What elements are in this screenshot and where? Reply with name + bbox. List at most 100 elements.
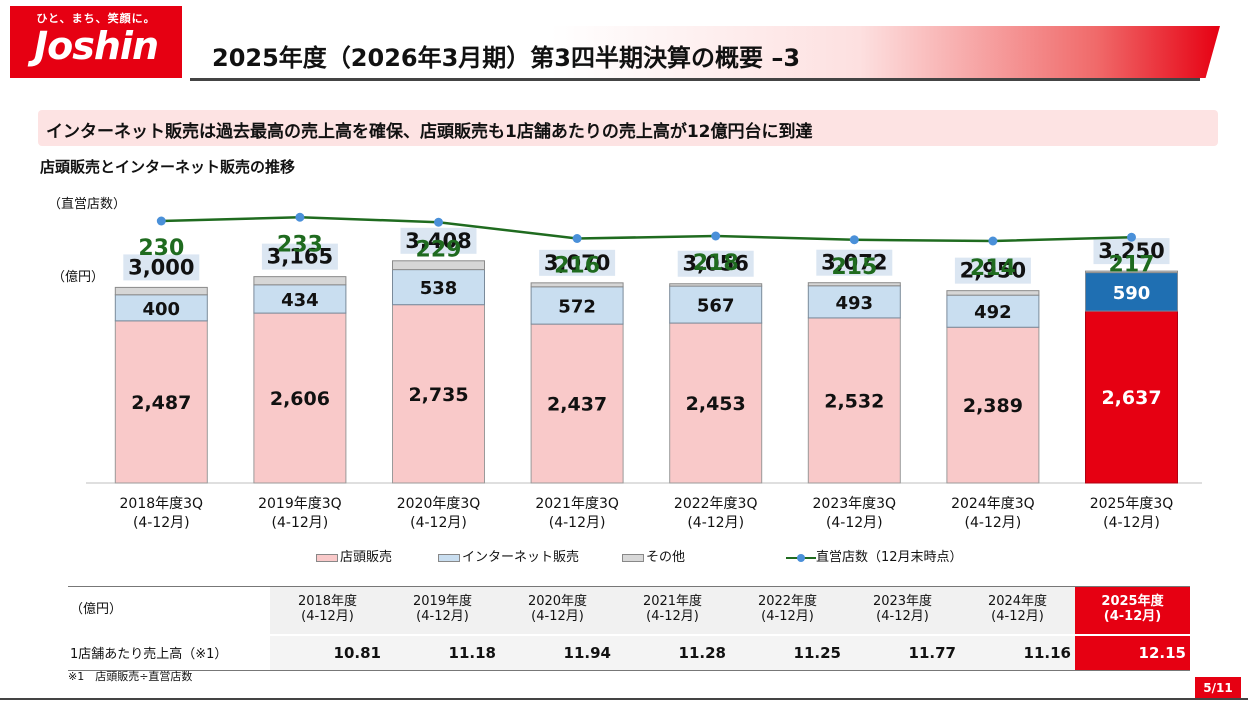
table-col-header: 2021年度 (4-12月) xyxy=(615,586,730,635)
table-header-row: （億円） 2018年度 (4-12月) 2019年度 (4-12月) 2020年度(… xyxy=(68,586,1190,635)
bar-store xyxy=(392,304,485,484)
x-tick-sublabel: (4-12月) xyxy=(410,515,467,531)
stores-value-label: 214 xyxy=(970,256,1016,281)
bar-store xyxy=(669,322,763,484)
bar-net xyxy=(253,284,347,314)
legend-store-label: 店頭販売 xyxy=(340,550,393,565)
legend-line-icon xyxy=(786,553,816,562)
stores-marker xyxy=(711,231,721,241)
bar-net xyxy=(669,285,763,324)
bar-store xyxy=(114,320,208,484)
legend-net-label: インターネット販売 xyxy=(462,550,580,565)
total-value-label: 3,056 xyxy=(682,252,748,276)
net-value-label: 567 xyxy=(697,296,735,317)
x-tick-sublabel: (4-12月) xyxy=(549,515,606,531)
stores-value-label: 230 xyxy=(138,236,184,261)
total-label-box xyxy=(400,227,477,254)
legend-line: 直営店数（12月末時点） xyxy=(786,546,963,565)
unit-yen-label: （億円） xyxy=(52,270,105,285)
bar-store xyxy=(807,317,901,484)
per-store-sales-table: （億円） 2018年度 (4-12月) 2019年度 (4-12月) 2020年度(… xyxy=(68,586,1190,671)
bar-store xyxy=(1085,310,1178,484)
table-cell: 11.77 xyxy=(845,633,960,671)
page-number: 5/11 xyxy=(1195,677,1241,699)
store-value-label: 2,532 xyxy=(824,390,884,412)
table-col-header: 2023年度 (4-12月) xyxy=(845,586,960,635)
table-cell: 11.28 xyxy=(615,633,730,671)
table-col-header: 2024年度 (4-12月) xyxy=(960,586,1075,635)
table-cell: 11.25 xyxy=(730,633,845,671)
bar-other xyxy=(807,282,901,287)
net-value-label: 493 xyxy=(836,293,874,314)
logo-tagline: ひと、まち、笑顔に。 xyxy=(36,12,156,25)
legend-net-swatch xyxy=(438,553,460,562)
table-col-header-current: 2025年度 (4-12月) xyxy=(1075,586,1190,635)
x-tick-sublabel: (4-12月) xyxy=(965,515,1022,531)
table-cell: 11.16 xyxy=(960,633,1075,671)
bar-other xyxy=(392,260,485,271)
logo-name: Joshin xyxy=(34,24,159,68)
table-col-header: 2022年度 (4-12月) xyxy=(730,586,845,635)
bar-net xyxy=(530,286,624,325)
stores-value-label: 218 xyxy=(693,251,739,276)
stores-marker xyxy=(849,235,859,245)
table-col-header: 2020年度 (4-12月) xyxy=(500,586,615,635)
bar-net xyxy=(392,269,485,306)
stores-line xyxy=(161,215,1132,243)
bar-other xyxy=(1085,270,1178,274)
bar-other xyxy=(530,282,624,288)
net-value-label: 492 xyxy=(974,302,1012,323)
table-row: 1店舗あたり売上高（※1） 10.81 11.18 11.94 11.28 11… xyxy=(68,633,1190,671)
stores-marker xyxy=(572,234,582,243)
table-cell: 11.94 xyxy=(500,633,615,671)
total-label-box xyxy=(539,249,616,276)
x-tick-label: 2020年度3Q xyxy=(397,496,481,512)
bar-store xyxy=(530,323,624,484)
total-value-label: 2,950 xyxy=(960,259,1026,283)
stores-marker xyxy=(156,216,166,226)
bar-other xyxy=(669,283,763,287)
bar-other xyxy=(114,286,208,296)
joshin-logo: ひと、まち、笑顔に。 Joshin xyxy=(10,6,182,78)
x-tick-label: 2018年度3Q xyxy=(120,496,204,512)
stores-value-label: 233 xyxy=(277,232,323,257)
store-value-label: 2,637 xyxy=(1101,387,1161,409)
total-value-label: 3,000 xyxy=(128,255,194,279)
bar-net xyxy=(114,294,208,322)
table-cell: 11.18 xyxy=(385,633,500,671)
net-value-label: 434 xyxy=(281,290,319,311)
sales-chart: 2,487 400 3,000 2018年度3Q (4-12月) 2,606 434 3,16… xyxy=(86,212,1202,531)
net-value-label: 538 xyxy=(420,278,458,299)
x-tick-label: 2025年度3Q xyxy=(1090,496,1174,512)
bar-other xyxy=(946,290,1040,296)
headline-text: インターネット販売は過去最高の売上高を確保、店頭販売も1店舗あたりの売上高が12… xyxy=(46,122,813,142)
legend-store-swatch xyxy=(316,553,338,562)
x-tick-sublabel: (4-12月) xyxy=(272,515,329,531)
x-tick-label: 2024年度3Q xyxy=(951,496,1035,512)
x-tick-sublabel: (4-12月) xyxy=(133,515,190,531)
x-tick-label: 2021年度3Q xyxy=(535,496,619,512)
total-value-label: 3,072 xyxy=(821,251,887,275)
store-value-label: 2,437 xyxy=(547,394,607,416)
legend-store: 店頭販売 xyxy=(316,546,392,565)
stores-marker xyxy=(434,217,443,227)
bottom-rule xyxy=(0,698,1248,700)
store-value-label: 2,606 xyxy=(270,388,330,410)
total-value-label: 3,070 xyxy=(544,251,610,275)
table-cell: 10.81 xyxy=(270,633,385,671)
total-label-box xyxy=(816,249,893,276)
total-value-label: 3,165 xyxy=(267,245,333,269)
net-value-label: 590 xyxy=(1113,283,1151,304)
page-title: 2025年度（2026年3月期）第3四半期決算の概要 –3 xyxy=(212,44,801,72)
store-value-label: 2,487 xyxy=(131,392,191,414)
bar-other xyxy=(253,276,347,286)
net-value-label: 400 xyxy=(143,299,181,320)
table-row-label: 1店舗あたり売上高（※1） xyxy=(68,633,270,671)
stores-value-label: 229 xyxy=(416,237,462,262)
total-value-label: 3,408 xyxy=(405,229,471,253)
total-label-box xyxy=(123,254,200,281)
bar-store xyxy=(253,312,347,484)
store-value-label: 2,453 xyxy=(686,393,746,415)
x-tick-sublabel: (4-12月) xyxy=(687,515,744,531)
x-tick-label: 2022年度3Q xyxy=(674,496,758,512)
